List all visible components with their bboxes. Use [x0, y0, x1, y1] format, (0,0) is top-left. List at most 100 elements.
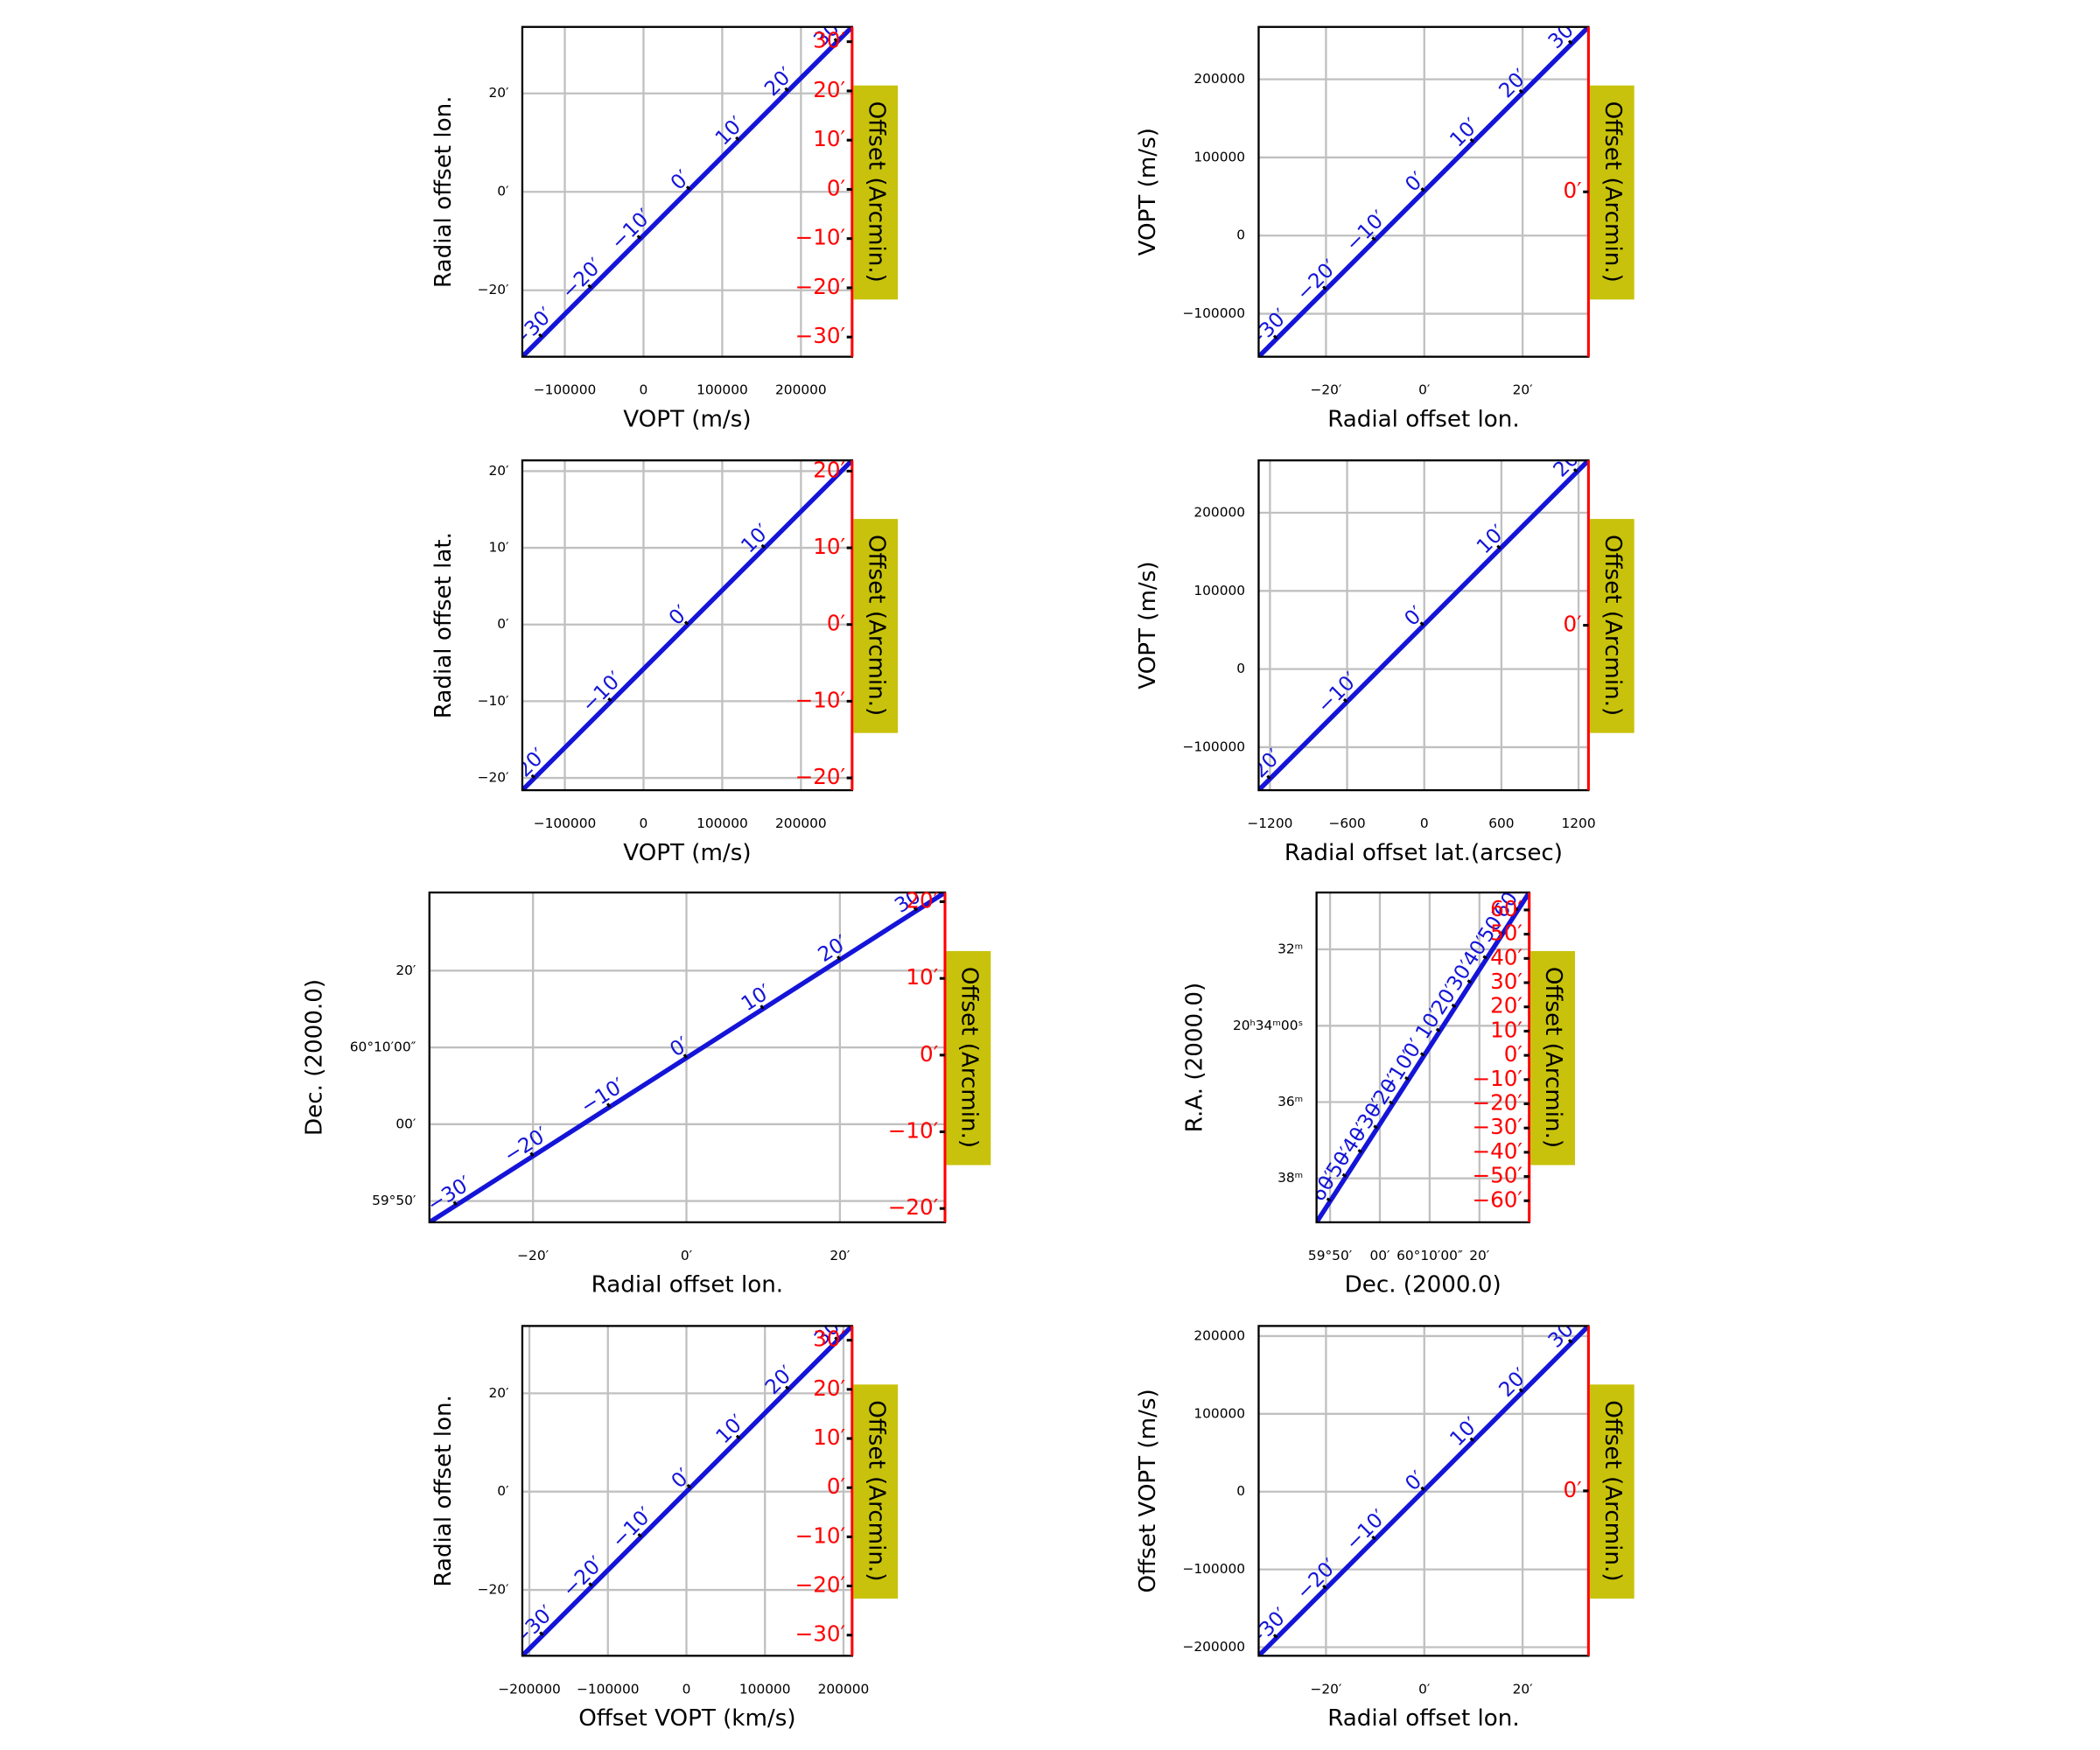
- slice-tick: [452, 1200, 458, 1207]
- slice-tick: [1514, 906, 1519, 912]
- y2-tick-label: 10′: [813, 126, 845, 151]
- slice-tick: [1266, 774, 1271, 780]
- subplot: −30′−20′−10′0′10′20′30′−20′ 0′ 20′−1000000…: [1135, 25, 1634, 432]
- slice-tick: [1419, 621, 1425, 626]
- y2-label-box: [853, 519, 899, 733]
- slice-tick: [1420, 187, 1425, 192]
- slice-tick: [785, 1385, 790, 1390]
- slice-offset-label: 10′: [1473, 521, 1510, 558]
- x-tick-label: 0′: [681, 1248, 693, 1264]
- y-axis-label: Radial offset lon.: [430, 96, 457, 288]
- y-axis-label: R.A. (2000.0): [1182, 983, 1208, 1132]
- y-tick-label: 20′: [488, 1385, 509, 1401]
- x-axis-label: Offset VOPT (km/s): [578, 1705, 795, 1732]
- y-tick-label: 0′: [497, 1483, 509, 1499]
- x-axis-label: Radial offset lon.: [1327, 1705, 1519, 1732]
- x-tick-label: 100000: [696, 816, 748, 831]
- slice-tick: [760, 543, 766, 550]
- slice-tick: [1272, 334, 1278, 340]
- slice-line: [1316, 892, 1530, 1222]
- y2-tick-label: 0′: [1563, 178, 1581, 203]
- y2-tick-label: 40′: [1490, 944, 1522, 970]
- y-tick-label: 0: [1236, 228, 1245, 243]
- y-tick-label: 0: [1236, 661, 1245, 676]
- y2-tick-label: 20′: [1490, 993, 1522, 1018]
- slice-line: [429, 892, 945, 1222]
- x-tick-label: 20′: [1469, 1248, 1490, 1264]
- x-tick-label: 0: [640, 816, 648, 831]
- subplot: −30′−20′−10′0′10′20′30′−20′ 0′ 20′−200000−…: [1135, 1325, 1634, 1732]
- y2-tick-label: −10′: [888, 1117, 939, 1143]
- slice-offset-label: 20′: [1495, 65, 1533, 102]
- subplot: −30′−20′−10′0′10′20′30′−20′ 0′ 20′59°50′00…: [301, 888, 991, 1298]
- slice-tick: [1451, 1003, 1457, 1009]
- slice-offset-label: 20′: [815, 931, 852, 967]
- y2-tick-label: 60′: [1490, 896, 1522, 921]
- x-tick-label: 60°10′00″: [1396, 1248, 1463, 1264]
- slice-tick: [682, 1054, 688, 1059]
- x-tick-label: 0: [682, 1681, 691, 1697]
- x-axis-label: Dec. (2000.0): [1345, 1272, 1502, 1298]
- y-tick-label: 38ᵐ: [1278, 1170, 1303, 1186]
- y2-tick-label: 0′: [1504, 1041, 1522, 1067]
- slice-tick: [1518, 1388, 1524, 1393]
- slice-tick: [1419, 1052, 1425, 1057]
- x-tick-label: 20′: [1513, 1681, 1534, 1697]
- slice-offset-label: 10′: [711, 113, 749, 150]
- y-tick-label: 0′: [497, 184, 509, 200]
- x-tick-label: 600: [1488, 816, 1514, 831]
- y2-axis-label: Offset (Arcmin.): [863, 102, 889, 283]
- y-tick-label: 10′: [488, 540, 509, 556]
- x-tick-label: 00′: [1369, 1248, 1390, 1264]
- x-tick-label: −100000: [534, 382, 597, 398]
- slice-tick: [636, 234, 642, 240]
- slice-tick: [1342, 697, 1348, 704]
- x-tick-label: 100000: [739, 1681, 791, 1697]
- y2-tick-label: −20′: [888, 1194, 939, 1220]
- slice-tick: [607, 697, 612, 703]
- y2-tick-label: 50′: [1490, 920, 1522, 946]
- y2-tick-label: −20′: [795, 764, 846, 789]
- x-tick-label: 100000: [696, 382, 748, 398]
- y2-tick-label: 20′: [813, 1376, 845, 1401]
- slice-offset-label: 20′: [1495, 1364, 1533, 1402]
- y2-tick-label: 0′: [827, 175, 845, 200]
- slice-line: [522, 460, 852, 791]
- y2-axis-label: Offset (Arcmin.): [863, 1400, 889, 1581]
- y2-tick-label: 0′: [1563, 1477, 1581, 1502]
- y2-tick-label: −20′: [1472, 1089, 1522, 1115]
- x-axis-label: Radial offset lon.: [1327, 406, 1519, 432]
- y-tick-label: 20′: [488, 463, 509, 479]
- y-tick-label: −10′: [478, 693, 509, 709]
- slice-tick: [1373, 1124, 1378, 1130]
- y2-tick-label: −60′: [1472, 1186, 1522, 1212]
- y-tick-label: 59°50′: [372, 1193, 416, 1208]
- x-tick-label: 1200: [1561, 816, 1595, 831]
- y2-axis-label: Offset (Arcmin.): [1540, 967, 1566, 1148]
- subplot: −20′ −10′ 0′ 10′ −100000 0 100000 200000 −20′ −10…: [430, 457, 899, 866]
- y2-tick-label: −20′: [795, 1572, 846, 1598]
- y2-tick-label: 30′: [1490, 969, 1522, 994]
- y-tick-label: 20ʰ34ᵐ00ˢ: [1233, 1018, 1303, 1033]
- y2-tick-label: −20′: [795, 274, 846, 299]
- y2-tick-label: −10′: [1472, 1066, 1522, 1091]
- x-tick-label: −200000: [498, 1681, 561, 1697]
- slice-tick: [836, 956, 842, 961]
- x-axis-label: Radial offset lon.: [592, 1272, 783, 1298]
- x-tick-label: −100000: [577, 1681, 640, 1697]
- y-tick-label: 200000: [1194, 504, 1245, 520]
- y-tick-label: 100000: [1194, 1405, 1245, 1421]
- slice-tick: [685, 186, 691, 191]
- plot-area: −30′−20′−10′0′10′20′30′: [1258, 26, 1589, 357]
- y2-tick-label: 30′: [813, 28, 845, 53]
- slice-tick: [538, 332, 543, 339]
- slice-line: [522, 1326, 852, 1656]
- y-axis-label: Radial offset lon.: [430, 1395, 457, 1586]
- slice-tick: [686, 1483, 692, 1489]
- slice-tick: [1466, 979, 1473, 984]
- slice-tick: [784, 87, 789, 92]
- y-tick-label: 20′: [396, 962, 416, 978]
- slice-offset-label: 10′: [1446, 115, 1483, 152]
- y2-label-box: [853, 1384, 899, 1599]
